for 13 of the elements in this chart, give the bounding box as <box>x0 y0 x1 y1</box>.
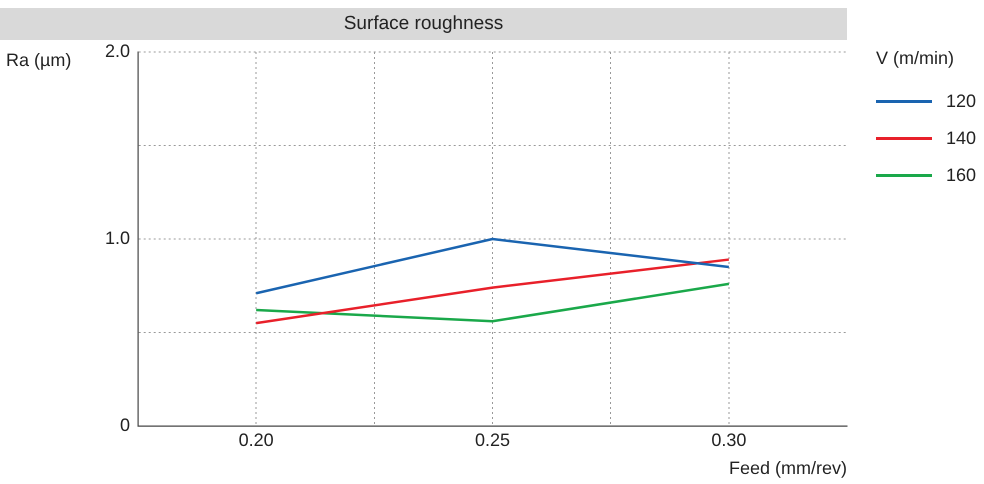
x-tick-label: 0.20 <box>238 430 274 450</box>
legend-label: 120 <box>946 91 976 112</box>
legend-title: V (m/min) <box>876 48 955 69</box>
y-tick-label: 0 <box>120 414 130 435</box>
x-tick-label: 0.25 <box>474 430 510 450</box>
y-tick-label: 1.0 <box>104 228 130 248</box>
chart-title: Surface roughness <box>0 8 847 40</box>
x-axis-title: Feed (mm/rev) <box>728 458 847 479</box>
x-tick-label: 0.30 <box>711 430 746 450</box>
y-axis-title: Ra (µm) <box>6 50 72 71</box>
legend-label: 160 <box>946 165 976 186</box>
y-tick-label: 2.0 <box>104 40 130 61</box>
legend-label: 140 <box>946 128 976 149</box>
